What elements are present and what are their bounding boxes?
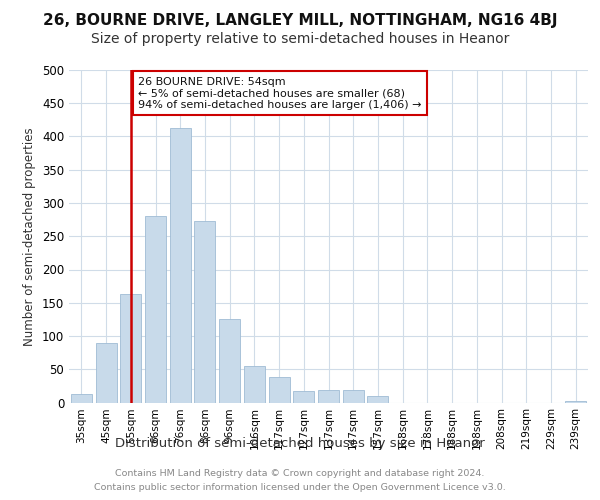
Y-axis label: Number of semi-detached properties: Number of semi-detached properties [23, 127, 37, 346]
Text: 26 BOURNE DRIVE: 54sqm
← 5% of semi-detached houses are smaller (68)
94% of semi: 26 BOURNE DRIVE: 54sqm ← 5% of semi-deta… [138, 76, 422, 110]
Bar [219, 320, 240, 402]
Text: Size of property relative to semi-detached houses in Heanor: Size of property relative to semi-detach… [91, 32, 509, 46]
Bar [367, 396, 388, 402]
Bar [565, 401, 586, 402]
Bar [269, 377, 290, 402]
Text: Distribution of semi-detached houses by size in Heanor: Distribution of semi-detached houses by … [115, 438, 485, 450]
Bar [343, 390, 364, 402]
Bar [71, 394, 92, 402]
Text: 26, BOURNE DRIVE, LANGLEY MILL, NOTTINGHAM, NG16 4BJ: 26, BOURNE DRIVE, LANGLEY MILL, NOTTINGH… [43, 12, 557, 28]
Bar [95, 342, 116, 402]
Bar [145, 216, 166, 402]
Bar [318, 390, 339, 402]
Text: Contains public sector information licensed under the Open Government Licence v3: Contains public sector information licen… [94, 482, 506, 492]
Bar [120, 294, 141, 403]
Bar [194, 221, 215, 402]
Text: Contains HM Land Registry data © Crown copyright and database right 2024.: Contains HM Land Registry data © Crown c… [115, 469, 485, 478]
Bar [244, 366, 265, 403]
Bar [170, 128, 191, 402]
Bar [293, 391, 314, 402]
